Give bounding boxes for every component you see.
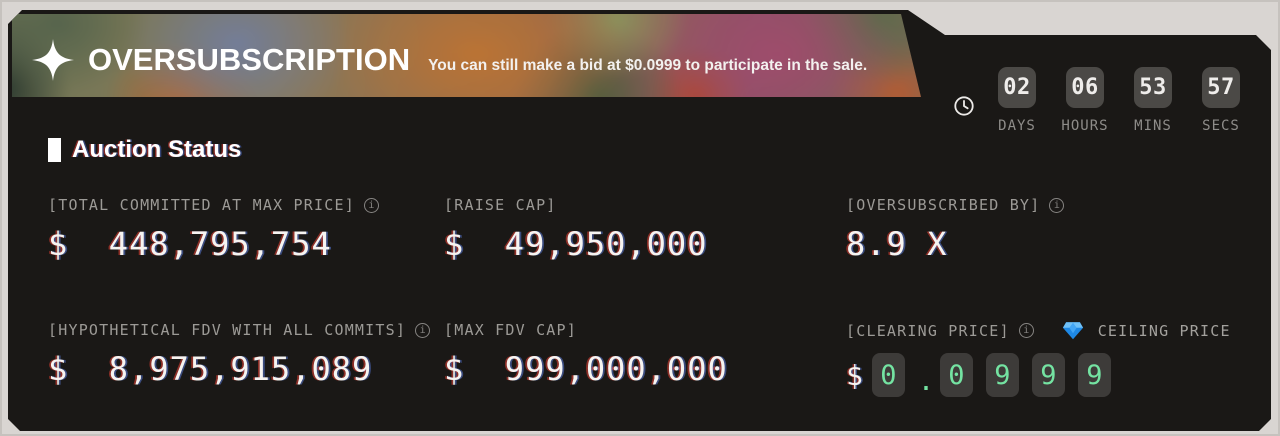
countdown-days-value: 02 [998,67,1036,108]
stat-hypothetical-fdv-label: [HYPOTHETICAL FDV WITH ALL COMMITS] [48,321,407,339]
countdown-days: 02 DAYS [994,67,1040,134]
stat-raise-cap: [RAISE CAP] $ 49,950,000 [444,196,707,260]
stat-total-committed-label: [TOTAL COMMITTED AT MAX PRICE] [48,196,355,214]
countdown-mins-value: 53 [1134,67,1172,108]
stat-clearing-price-label: [CLEARING PRICE] [846,321,1010,340]
stat-max-fdv-cap-label: [MAX FDV CAP] [444,321,577,339]
price-digit: 9 [1031,353,1065,397]
clearing-price-display: $ 0 . 0 9 9 9 [846,353,1231,397]
countdown-mins-label: MINS [1134,118,1172,134]
countdown-secs-label: SECS [1202,118,1240,134]
countdown-hours-label: HOURS [1061,118,1109,134]
stat-oversubscribed-value: 8.9 X [846,225,948,263]
stat-hypothetical-fdv-value: $ 8,975,915,089 [48,350,373,388]
countdown-secs: 57 SECS [1198,67,1244,134]
gem-icon [1062,322,1083,340]
oversubscription-banner: OVERSUBSCRIPTION You can still make a bi… [12,14,921,97]
countdown-secs-value: 57 [1202,67,1240,108]
price-digit: 9 [985,353,1019,397]
countdown-mins: 53 MINS [1130,67,1176,134]
banner-title: OVERSUBSCRIPTION [88,41,411,77]
currency-symbol: $ [846,358,863,392]
section-heading: Auction Status [48,136,241,164]
sparkle-icon [32,38,74,81]
stat-hypothetical-fdv: [HYPOTHETICAL FDV WITH ALL COMMITS] i $ … [48,321,431,388]
stat-oversubscribed: [OVERSUBSCRIBED BY] i 8.9 X [846,196,1065,263]
price-digit: 9 [1077,353,1111,397]
stat-max-fdv-cap-value: $ 999,000,000 [444,350,728,388]
clock-icon [954,96,974,116]
info-icon[interactable]: i [1049,197,1065,213]
stat-total-committed: [TOTAL COMMITTED AT MAX PRICE] i $ 448,7… [48,196,379,260]
info-icon[interactable]: i [1018,323,1034,338]
stat-oversubscribed-label: [OVERSUBSCRIBED BY] [846,196,1041,214]
stat-total-committed-value: $ 448,795,754 [48,225,332,263]
stat-clearing-price: [CLEARING PRICE] i CEILING PRICE $ 0 . 0… [846,321,1231,397]
countdown: 02 DAYS 06 HOURS 53 MINS 57 SECS [994,67,1244,134]
price-decimal-point: . [917,366,935,398]
price-digit: 0 [871,353,905,397]
countdown-hours-value: 06 [1066,67,1104,108]
banner-artwork [12,14,921,97]
heading-block-marker [48,138,61,162]
banner-subtitle: You can still make a bid at $0.0999 to p… [428,56,868,74]
auction-panel: OVERSUBSCRIPTION You can still make a bi… [8,10,1271,431]
countdown-days-label: DAYS [998,118,1036,134]
ceiling-price-label: CEILING PRICE [1097,321,1231,340]
stat-raise-cap-label: [RAISE CAP] [444,196,557,214]
countdown-hours: 06 HOURS [1061,67,1109,134]
info-icon[interactable]: i [363,197,379,213]
price-digit: 0 [939,353,973,397]
info-icon[interactable]: i [415,322,431,338]
stat-max-fdv-cap: [MAX FDV CAP] $ 999,000,000 [444,321,728,385]
page-title: Auction Status [72,136,242,163]
stat-raise-cap-value: $ 49,950,000 [444,225,708,263]
